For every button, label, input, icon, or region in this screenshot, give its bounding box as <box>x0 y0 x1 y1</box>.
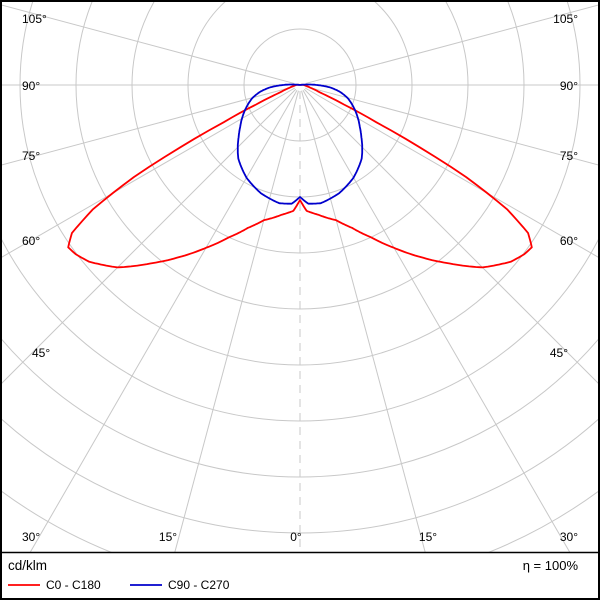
grid-spoke <box>303 88 598 384</box>
grid-spoke <box>305 4 598 84</box>
grid-spoke <box>302 89 571 552</box>
angle-tick-label: 75° <box>560 149 578 163</box>
angle-tick-label: 45° <box>550 346 568 360</box>
curve-c90-c270 <box>236 83 364 205</box>
grid-spoke <box>2 86 295 166</box>
unit-label: cd/klm <box>8 558 47 573</box>
angle-tick-label: 60° <box>22 234 40 248</box>
legend-label-c0-c180: C0 - C180 <box>46 578 101 592</box>
grid-spoke <box>2 88 297 384</box>
angle-tick-label: 75° <box>22 149 40 163</box>
grid-spoke <box>2 87 296 258</box>
angle-tick-label: 30° <box>560 530 578 544</box>
intensity-curves <box>67 83 533 269</box>
angle-tick-label: 105° <box>553 12 578 26</box>
grid-spoke <box>29 89 298 552</box>
angle-labels: 105° 90° 75° 60° 45° 30° 15° 0° 15° 30° 105° 90° 75°… <box>22 12 578 544</box>
grid-spoke <box>301 90 426 552</box>
angle-tick-label: 15° <box>159 530 177 544</box>
angle-tick-label: 0° <box>290 530 302 544</box>
grid-spoke <box>174 90 299 552</box>
efficiency-label: η = 100% <box>523 558 579 573</box>
legend-label-c90-c270: C90 - C270 <box>168 578 230 592</box>
angle-tick-label: 15° <box>419 530 437 544</box>
angle-tick-label: 105° <box>22 12 47 26</box>
grid-spoke <box>2 4 295 84</box>
grid-spoke <box>304 87 598 258</box>
angle-tick-label: 45° <box>32 346 50 360</box>
angle-tick-label: 90° <box>22 79 40 93</box>
curve-c0-c180 <box>67 83 533 269</box>
angle-tick-label: 30° <box>22 530 40 544</box>
angle-tick-label: 90° <box>560 79 578 93</box>
angle-tick-label: 60° <box>560 234 578 248</box>
grid-spoke <box>305 86 598 166</box>
